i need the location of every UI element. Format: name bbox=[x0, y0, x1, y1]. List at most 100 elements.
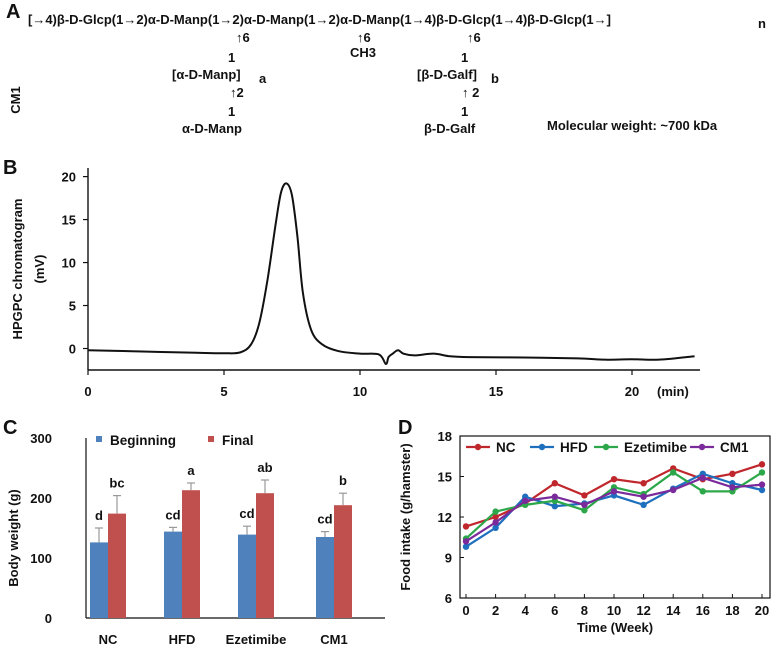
legend-swatch bbox=[208, 436, 214, 442]
x-tick-label: 4 bbox=[522, 603, 530, 618]
data-point bbox=[729, 484, 736, 491]
data-point bbox=[758, 486, 766, 494]
branch2-arrow: ↑6 bbox=[357, 30, 371, 45]
bar bbox=[182, 490, 200, 618]
panel-c-label: C bbox=[3, 417, 17, 439]
legend-label: Final bbox=[222, 433, 254, 448]
y-tick-label: 20 bbox=[62, 170, 76, 185]
branch1-arrow: ↑6 bbox=[236, 30, 250, 45]
x-tick-label: 10 bbox=[353, 384, 367, 399]
category-label: HFD bbox=[169, 632, 196, 647]
y-tick-label: 10 bbox=[62, 256, 76, 271]
bar bbox=[256, 493, 274, 618]
category-label: Ezetimibe bbox=[226, 632, 287, 647]
branch3-arrow2: ↑ 2 bbox=[462, 85, 479, 100]
data-point bbox=[551, 480, 558, 487]
branch3-link: 1 bbox=[461, 50, 468, 65]
legend-label: HFD bbox=[560, 440, 588, 455]
significance-label: bc bbox=[109, 476, 124, 491]
data-point bbox=[551, 493, 558, 500]
y-tick-label: 15 bbox=[62, 213, 76, 228]
significance-label: d bbox=[95, 508, 103, 523]
data-point bbox=[670, 469, 677, 476]
data-point bbox=[610, 476, 618, 483]
data-point bbox=[610, 488, 618, 495]
x-axis-unit: (min) bbox=[657, 384, 689, 399]
legend-marker bbox=[538, 443, 546, 451]
data-point bbox=[522, 497, 529, 504]
y-tick-label: 0 bbox=[45, 611, 52, 626]
data-point bbox=[462, 543, 470, 550]
x-tick-label: 18 bbox=[725, 603, 739, 618]
branch1-subscript: a bbox=[259, 71, 267, 86]
category-label: CM1 bbox=[320, 632, 347, 647]
branch-methyl: ↑6 CH3 bbox=[350, 30, 376, 60]
branch1-terminal: α-D-Manp bbox=[182, 121, 242, 136]
data-point bbox=[640, 493, 647, 500]
legend-label: CM1 bbox=[720, 440, 749, 455]
panel-c-body-weight: C 0 100 200 300 Body weight (g) Beginning Fina… bbox=[3, 417, 385, 647]
significance-label: cd bbox=[165, 507, 180, 522]
x-tick-label: 20 bbox=[755, 603, 769, 618]
legend-marker bbox=[698, 443, 706, 451]
bar bbox=[90, 542, 108, 618]
panel-b-chromatogram: B 0 5 10 15 20 0 5 10 15 20 (min) HPGPC chromatogra… bbox=[3, 157, 700, 399]
data-point bbox=[581, 507, 588, 514]
x-tick-label: 15 bbox=[489, 384, 503, 399]
chromatogram-trace bbox=[87, 182, 695, 365]
branch1-link: 1 bbox=[228, 50, 235, 65]
backbone-repeat-subscript: n bbox=[758, 16, 766, 31]
data-point bbox=[758, 461, 766, 468]
x-tick-label: 20 bbox=[625, 384, 639, 399]
x-tick-label: 8 bbox=[581, 603, 588, 618]
x-tick-label: 2 bbox=[492, 603, 499, 618]
branch3-link2: 1 bbox=[461, 104, 468, 119]
data-point bbox=[758, 481, 766, 488]
branch1-unit: [α-D-Manp] bbox=[172, 67, 241, 82]
panel-b-label: B bbox=[3, 157, 17, 179]
branch1-link2: 1 bbox=[228, 104, 235, 119]
branch-galactose: ↑6 1 [β-D-Galf] b ↑ 2 1 β-D-Galf bbox=[417, 30, 499, 136]
bar bbox=[164, 531, 182, 618]
legend-label: Ezetimibe bbox=[624, 440, 688, 455]
x-tick-label: 5 bbox=[220, 384, 227, 399]
y-tick-label: 6 bbox=[445, 591, 452, 606]
significance-label: a bbox=[187, 463, 195, 478]
branch3-unit: [β-D-Galf] bbox=[417, 67, 477, 82]
bar bbox=[238, 534, 256, 618]
data-point bbox=[581, 501, 588, 509]
y-axis-unit: (mV) bbox=[32, 255, 47, 284]
data-point bbox=[462, 523, 470, 530]
x-tick-label: 0 bbox=[84, 384, 91, 399]
data-point bbox=[492, 508, 499, 515]
legend-marker bbox=[474, 443, 482, 451]
branch3-terminal: β-D-Galf bbox=[424, 121, 476, 136]
y-tick-label: 200 bbox=[30, 491, 52, 506]
data-point bbox=[462, 538, 470, 545]
x-tick-label: 10 bbox=[607, 603, 621, 618]
legend-swatch bbox=[96, 436, 102, 442]
significance-label: b bbox=[339, 473, 347, 488]
data-point bbox=[492, 513, 499, 521]
y-tick-label: 12 bbox=[438, 510, 452, 525]
significance-label: cd bbox=[239, 506, 254, 521]
x-axis-title: Time (Week) bbox=[577, 620, 653, 635]
legend-label: Beginning bbox=[110, 433, 176, 448]
significance-label: cd bbox=[317, 512, 332, 527]
x-tick-label: 14 bbox=[666, 603, 681, 618]
bar bbox=[334, 505, 352, 618]
data-point bbox=[551, 503, 558, 510]
x-tick-label: 12 bbox=[636, 603, 650, 618]
y-tick-label: 5 bbox=[69, 299, 76, 314]
panel-d-label: D bbox=[398, 417, 412, 439]
y-axis-title: Food intake (g/hamster) bbox=[398, 443, 413, 590]
data-point bbox=[640, 501, 647, 509]
y-tick-label: 0 bbox=[69, 342, 76, 357]
data-point bbox=[699, 474, 706, 482]
significance-label: ab bbox=[257, 460, 272, 475]
cm1-side-label: CM1 bbox=[8, 86, 23, 113]
backbone-sequence: [→4)β-D-Glcp(1→2)α-D-Manp(1→2)α-D-Manp(1… bbox=[28, 12, 611, 27]
x-tick-label: 0 bbox=[462, 603, 469, 618]
data-point bbox=[492, 519, 499, 526]
category-label: NC bbox=[99, 632, 118, 647]
